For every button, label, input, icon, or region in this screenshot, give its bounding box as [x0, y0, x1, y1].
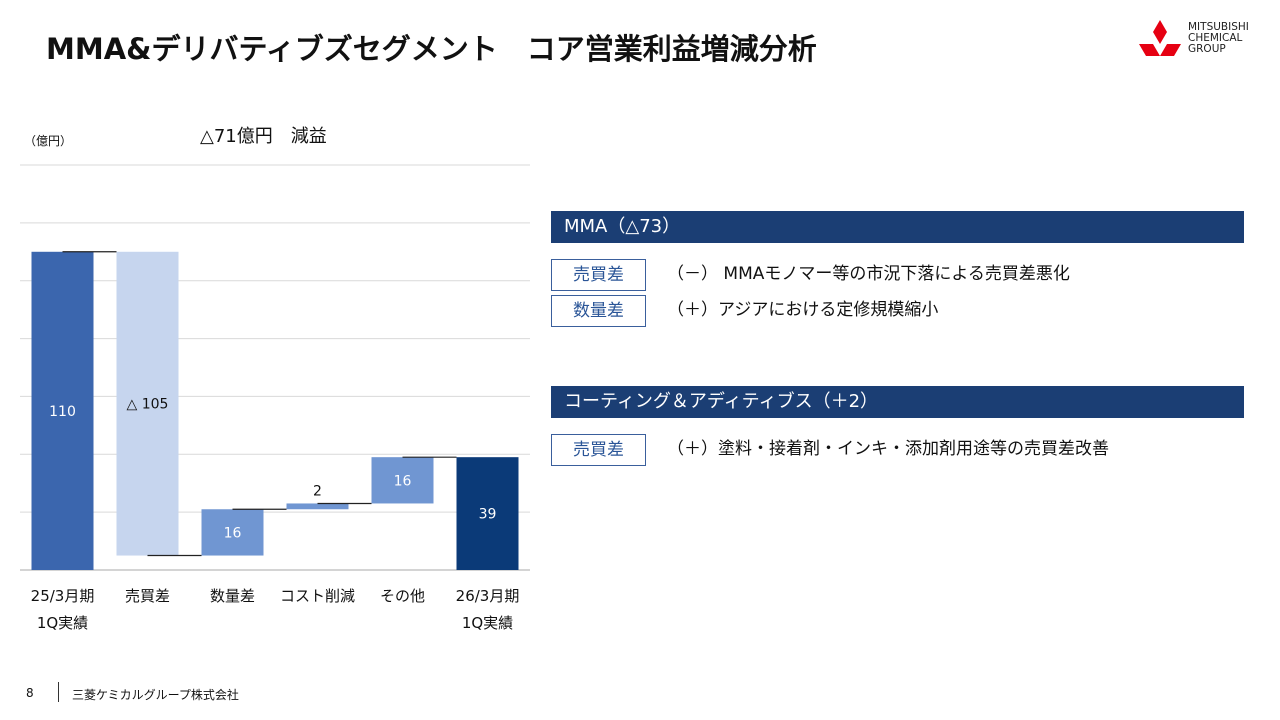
logo-text: MITSUBISHI CHEMICAL GROUP: [1188, 22, 1249, 55]
unit-label: （億円）: [24, 134, 73, 148]
page-number: 8: [26, 686, 34, 700]
bar: [31, 251, 94, 571]
logo-mark: [1139, 20, 1181, 56]
logo-line: CHEMICAL: [1188, 32, 1243, 44]
x-tick-label: 25/3月期 1Q実績: [30, 587, 95, 632]
section-heading: MMA（△73）: [551, 211, 1244, 243]
x-tick-label: 26/3月期 1Q実績: [455, 587, 520, 632]
row-text: （＋）塗料・接着剤・インキ・添加剤用途等の売買差改善: [667, 439, 1109, 459]
section-heading: コーティング＆アディティブス（＋2）: [551, 386, 1244, 418]
bar: [371, 457, 434, 504]
value-label: 110: [49, 404, 76, 420]
value-label: △ 105: [127, 397, 169, 413]
bar: [116, 251, 179, 556]
value-label: 16: [224, 525, 242, 541]
company-name: 三菱ケミカルグループ株式会社: [72, 688, 239, 702]
bar: [201, 509, 264, 556]
row-tag: 数量差: [551, 295, 646, 327]
slide-title: MMA&デリバティブズセグメント コア営業利益増減分析: [46, 32, 817, 66]
separator: [58, 682, 59, 702]
x-tick-label: コスト削減: [279, 587, 355, 605]
row-tag: 売買差: [551, 434, 646, 466]
logo-line: GROUP: [1188, 43, 1226, 55]
x-tick-label: 売買差: [124, 587, 170, 605]
annotation: △71億円 減益: [200, 126, 327, 147]
row-text: （－） MMAモノマー等の市況下落による売買差悪化: [667, 264, 1070, 284]
logo-line: MITSUBISHI: [1188, 21, 1249, 33]
row-tag: 売買差: [551, 259, 646, 291]
bar: [286, 503, 349, 510]
value-label: 2: [313, 483, 322, 499]
row-text: （＋）アジアにおける定修規模縮小: [667, 300, 939, 320]
bar: [456, 457, 519, 570]
x-tick-label: 数量差: [209, 587, 255, 605]
value-label: 39: [479, 507, 497, 523]
x-tick-label: その他: [379, 587, 425, 605]
value-label: 16: [394, 473, 412, 489]
